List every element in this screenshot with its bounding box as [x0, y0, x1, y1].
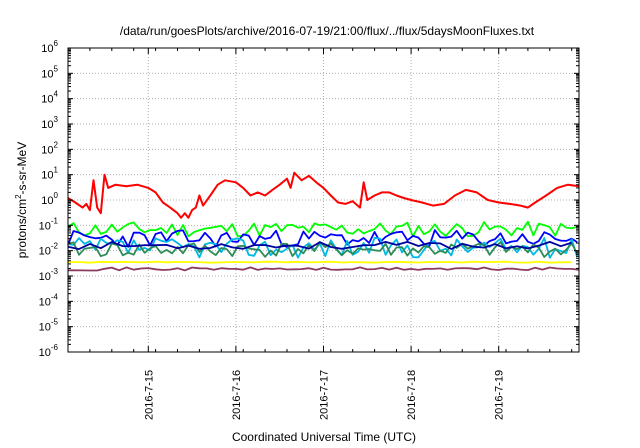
y-tick-label: 10-6	[39, 343, 59, 359]
x-tick-label: 2016-7-18	[406, 370, 418, 420]
axis-ticks	[67, 47, 579, 353]
x-tick-label: 2016-7-17	[319, 370, 331, 420]
x-tick-label: 2016-7-19	[494, 370, 506, 420]
chart-title: /data/run/goesPlots/archive/2016-07-19/2…	[120, 24, 535, 38]
y-tick-label: 103	[41, 115, 58, 131]
grid	[68, 48, 579, 352]
x-tick-label: 2016-7-15	[143, 370, 155, 420]
series-line	[67, 241, 572, 250]
y-axis-tick-labels: 10-6 10-5 10-4 10-3 10-2 10-1 100 101 102 103 104 1…	[39, 39, 59, 359]
y-tick-label: 10-5	[39, 318, 59, 334]
y-tick-label: 101	[41, 166, 58, 182]
series-line	[67, 260, 572, 264]
series-line	[67, 229, 578, 248]
y-tick-label: 105	[41, 64, 58, 80]
series-line	[68, 266, 580, 272]
y-tick-label: 10-4	[39, 292, 59, 308]
y-tick-label: 10-1	[39, 216, 59, 232]
x-axis-tick-labels: 2016-7-15 2016-7-16 2016-7-17 2016-7-18 2016…	[143, 370, 505, 420]
x-axis-label: Coordinated Universal Time (UTC)	[232, 430, 416, 444]
y-axis-label: protons/cm2-s-sr-MeV	[14, 142, 29, 258]
series-line	[67, 171, 580, 219]
y-tick-label: 100	[41, 191, 58, 207]
series-lines	[67, 171, 580, 272]
y-tick-label: 10-2	[39, 242, 59, 258]
y-tick-label: 10-3	[39, 267, 59, 283]
x-tick-label: 2016-7-16	[231, 370, 243, 420]
y-tick-label: 106	[41, 39, 58, 55]
series-line	[67, 241, 578, 258]
series-line	[67, 236, 579, 259]
y-tick-label: 104	[41, 90, 58, 106]
y-tick-label: 102	[41, 140, 58, 156]
series-line	[67, 220, 578, 238]
